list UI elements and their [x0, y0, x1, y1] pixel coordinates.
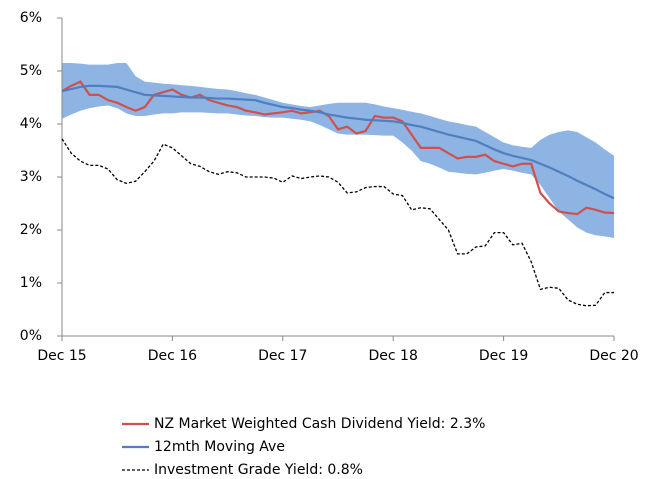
series-line [61, 138, 614, 307]
y-tick-label: 6% [20, 10, 42, 26]
x-tick-label: Dec 20 [589, 348, 638, 364]
legend-label: 12mth Moving Ave [154, 439, 285, 455]
x-tick-label: Dec 16 [148, 348, 197, 364]
y-tick-label: 3% [20, 169, 42, 185]
y-tick-label: 1% [20, 275, 42, 291]
y-tick-label: 2% [20, 222, 42, 238]
x-tick-label: Dec 18 [369, 348, 418, 364]
legend-label: NZ Market Weighted Cash Dividend Yield: … [154, 416, 485, 432]
x-tick-label: Dec 19 [479, 348, 528, 364]
y-tick-label: 5% [20, 63, 42, 79]
x-tick-label: Dec 17 [258, 348, 307, 364]
series-line [61, 84, 615, 200]
y-tick-label: 0% [20, 328, 42, 344]
x-tick-label: Dec 15 [37, 348, 86, 364]
y-tick-label: 4% [20, 116, 42, 132]
legend-label: Investment Grade Yield: 0.8% [154, 462, 363, 478]
range-band [62, 63, 614, 238]
